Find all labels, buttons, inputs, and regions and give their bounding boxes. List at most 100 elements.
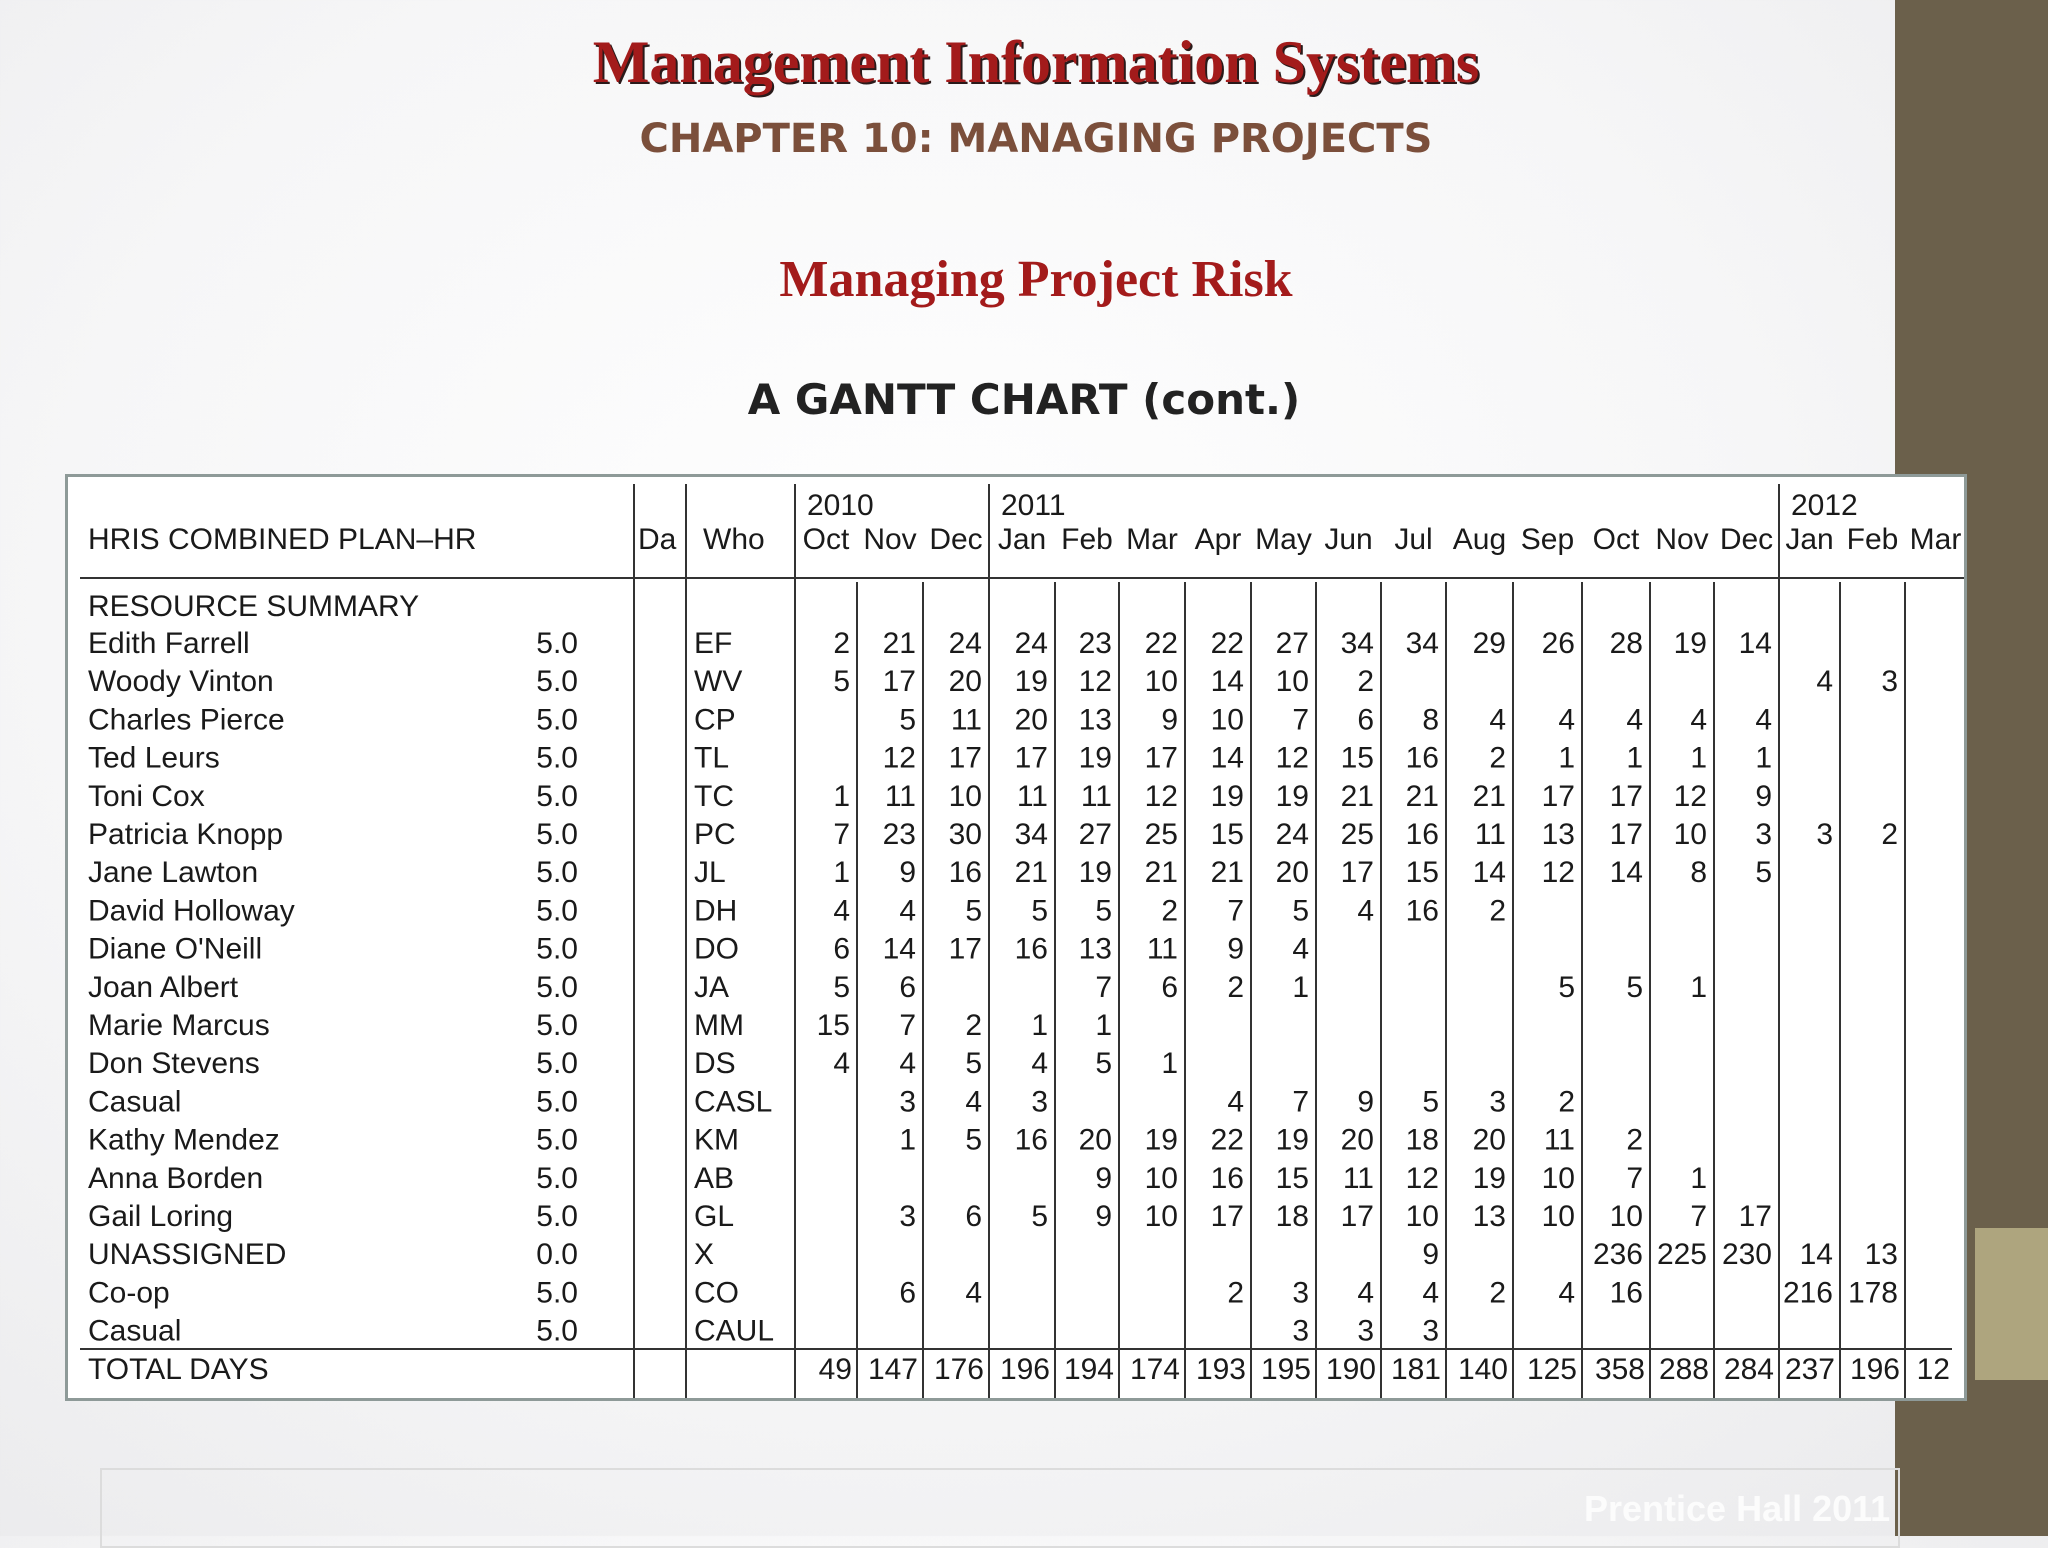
resource-code: KM [694,1124,739,1157]
allocation-cell: 7 [1626,1162,1643,1195]
total-cell: 181 [1391,1353,1441,1386]
allocation-cell: 22 [1211,1124,1244,1157]
resource-code: WV [694,665,742,698]
total-cell: 147 [868,1353,918,1386]
month-header: Jul [1394,523,1432,556]
allocation-cell: 5 [965,1047,982,1080]
allocation-cell: 3 [1292,1276,1309,1309]
total-cell: 125 [1527,1353,1577,1386]
allocation-cell: 6 [1357,703,1374,736]
allocation-cell: 15 [1276,1162,1309,1195]
allocation-cell: 2 [1489,894,1506,927]
resource-name: Don Stevens [88,1047,260,1080]
allocation-cell: 10 [949,780,982,813]
allocation-cell: 5 [1095,894,1112,927]
allocation-cell: 14 [1800,1238,1833,1271]
allocation-cell: 15 [1406,856,1439,889]
allocation-cell: 2 [833,627,850,660]
allocation-cell: 10 [1145,665,1178,698]
allocation-cell: 15 [1341,742,1374,775]
allocation-cell: 5 [833,971,850,1004]
allocation-cell: 9 [1095,1200,1112,1233]
month-header: Jan [1785,523,1833,556]
allocation-cell: 11 [1544,1124,1575,1157]
allocation-cell: 34 [1015,818,1048,851]
resource-days-rate: 5.0 [536,627,578,660]
allocation-cell: 34 [1341,627,1374,660]
allocation-cell: 2 [1161,894,1178,927]
allocation-cell: 2 [1881,818,1898,851]
allocation-cell: 178 [1848,1276,1898,1309]
allocation-cell: 1 [1095,1009,1112,1042]
total-cell: 12 [1917,1353,1950,1386]
allocation-cell: 216 [1783,1276,1833,1309]
allocation-cell: 6 [965,1200,982,1233]
allocation-cell: 5 [899,703,916,736]
allocation-cell: 14 [1739,627,1772,660]
allocation-cell: 17 [1542,780,1575,813]
allocation-cell: 12 [1406,1162,1439,1195]
allocation-cell: 4 [1755,703,1772,736]
allocation-cell: 5 [1755,856,1772,889]
total-cell: 174 [1130,1353,1180,1386]
allocation-cell: 17 [949,933,982,966]
allocation-cell: 9 [1357,1085,1374,1118]
month-header: Oct [1593,523,1640,556]
total-cell: 195 [1261,1353,1311,1386]
allocation-cell: 230 [1722,1238,1772,1271]
allocation-cell: 19 [1473,1162,1506,1195]
allocation-cell: 11 [1475,818,1506,851]
resource-days-rate: 5.0 [536,818,578,851]
allocation-cell: 10 [1276,665,1309,698]
allocation-cell: 17 [1341,1200,1374,1233]
allocation-cell: 4 [1227,1085,1244,1118]
allocation-cell: 4 [1816,665,1833,698]
allocation-cell: 22 [1145,627,1178,660]
allocation-cell: 12 [1674,780,1707,813]
resource-name: Co-op [88,1276,170,1309]
allocation-cell: 26 [1542,627,1575,660]
resource-code: DS [694,1047,736,1080]
allocation-cell: 16 [1406,818,1439,851]
total-cell: 194 [1064,1353,1114,1386]
allocation-cell: 14 [1211,742,1244,775]
allocation-cell: 8 [1422,703,1439,736]
allocation-cell: 17 [949,742,982,775]
resource-days-rate: 0.0 [536,1238,578,1271]
allocation-cell: 16 [1406,742,1439,775]
allocation-cell: 30 [949,818,982,851]
allocation-cell: 3 [899,1085,916,1118]
allocation-cell: 8 [1690,856,1707,889]
allocation-cell: 20 [1015,703,1048,736]
allocation-cell: 4 [899,1047,916,1080]
allocation-cell: 5 [1095,1047,1112,1080]
allocation-cell: 1 [1755,742,1772,775]
resource-days-rate: 5.0 [536,742,578,775]
allocation-cell: 3 [1881,665,1898,698]
resource-name: Diane O'Neill [88,933,262,966]
slide-title: Management Information Systems [592,29,1480,95]
allocation-cell: 22 [1211,627,1244,660]
allocation-cell: 4 [1558,1276,1575,1309]
resource-days-rate: 5.0 [536,1162,578,1195]
allocation-cell: 9 [899,856,916,889]
resource-code: CAUL [694,1315,774,1348]
resource-name: Anna Borden [88,1162,263,1195]
total-cell: 193 [1196,1353,1246,1386]
month-header: Oct [803,523,850,556]
allocation-cell: 19 [1145,1124,1178,1157]
allocation-cell: 7 [1690,1200,1707,1233]
allocation-cell: 19 [1079,856,1112,889]
resource-code: CP [694,703,736,736]
resource-name: UNASSIGNED [88,1238,286,1271]
allocation-cell: 6 [1161,971,1178,1004]
allocation-cell: 4 [965,1276,982,1309]
allocation-cell: 4 [1489,703,1506,736]
allocation-cell: 3 [1422,1315,1439,1348]
allocation-cell: 11 [951,703,982,736]
allocation-cell: 14 [1473,856,1506,889]
allocation-cell: 21 [1211,856,1244,889]
allocation-cell: 34 [1406,627,1439,660]
allocation-cell: 2 [965,1009,982,1042]
resource-days-rate: 5.0 [536,703,578,736]
